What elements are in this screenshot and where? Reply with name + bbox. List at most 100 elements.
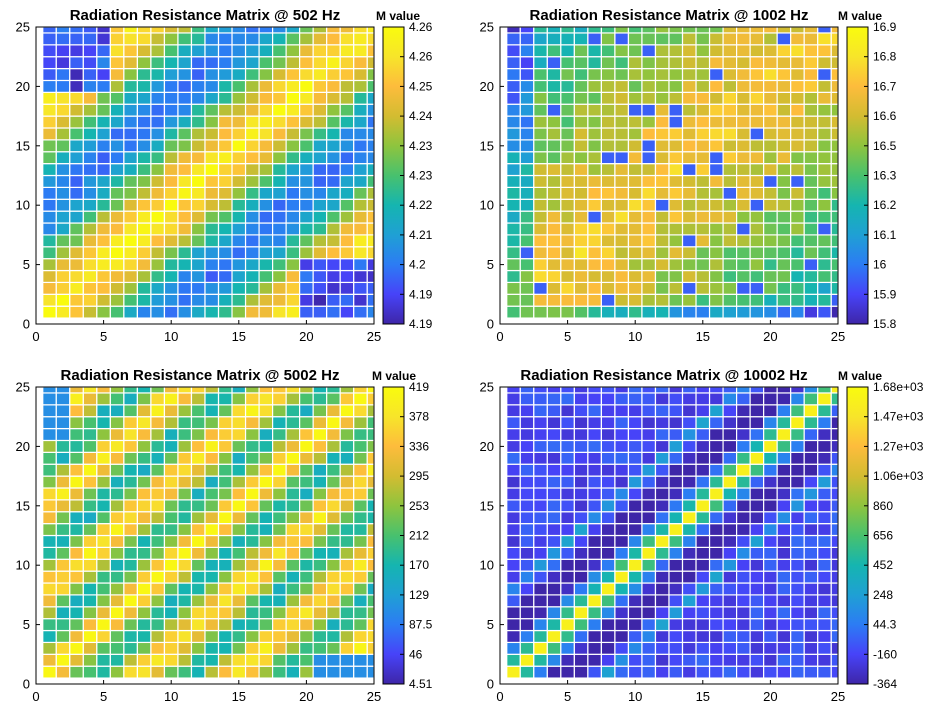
heatmap-cell xyxy=(776,386,792,394)
heatmap-cell xyxy=(817,392,832,406)
heatmap-cell xyxy=(177,305,193,319)
heatmap-cell xyxy=(244,79,260,93)
heatmap-cell xyxy=(42,546,57,560)
heatmap-cell xyxy=(150,56,166,70)
heatmap-cell xyxy=(830,234,839,248)
heatmap-cell xyxy=(735,67,751,82)
heatmap-cell xyxy=(695,246,711,260)
heatmap-cell xyxy=(123,523,138,537)
heatmap-cell xyxy=(163,174,179,188)
heatmap-cell xyxy=(109,570,125,584)
heatmap-cell xyxy=(830,281,839,295)
heatmap-cell xyxy=(803,653,819,667)
heatmap-cell xyxy=(326,499,341,513)
heatmap-cell xyxy=(150,222,166,236)
heatmap-cell xyxy=(231,32,247,46)
heatmap-cell xyxy=(204,174,220,188)
heatmap-cell xyxy=(560,386,575,394)
heatmap-cell xyxy=(803,534,819,548)
heatmap-cell xyxy=(55,246,71,260)
heatmap-cell xyxy=(177,416,193,430)
heatmap-cell xyxy=(69,222,84,236)
heatmap-cell xyxy=(627,404,643,418)
heatmap-cell xyxy=(231,246,247,260)
heatmap-cell xyxy=(150,163,166,177)
heatmap-cell xyxy=(285,558,301,572)
heatmap-cell xyxy=(817,281,832,295)
heatmap-cell xyxy=(830,523,839,537)
heatmap-cell xyxy=(506,386,521,394)
heatmap-cell xyxy=(190,404,206,418)
heatmap-cell xyxy=(136,198,152,212)
heatmap-cell xyxy=(366,665,375,679)
heatmap-cell xyxy=(817,427,832,442)
heatmap-cell xyxy=(96,32,111,46)
heatmap-cell xyxy=(776,463,792,477)
heatmap-cell xyxy=(817,79,832,93)
heatmap-cell xyxy=(817,653,832,667)
heatmap-cell xyxy=(735,163,751,177)
heatmap-cell xyxy=(285,281,301,295)
heatmap-cell xyxy=(339,416,355,430)
heatmap-cell xyxy=(190,511,206,525)
heatmap-cell xyxy=(668,594,684,608)
heatmap-cell xyxy=(708,427,724,442)
heatmap-cell xyxy=(749,629,765,644)
heatmap-cell xyxy=(790,32,805,46)
heatmap-cell xyxy=(109,139,125,153)
heatmap-cell xyxy=(69,618,84,632)
y-tick-label: 5 xyxy=(487,617,494,632)
heatmap-cell xyxy=(42,439,57,453)
heatmap-cell xyxy=(244,665,260,679)
heatmap-cell xyxy=(654,44,670,58)
heatmap-cell xyxy=(776,258,792,272)
heatmap-cell xyxy=(749,151,765,165)
heatmap-cell xyxy=(803,451,819,465)
heatmap-cell xyxy=(817,67,832,82)
heatmap-cell xyxy=(763,163,778,177)
heatmap-cell xyxy=(708,174,724,188)
heatmap-cell xyxy=(817,386,832,394)
heatmap-cell xyxy=(96,392,111,406)
heatmap-cell xyxy=(69,629,84,644)
heatmap-cell xyxy=(136,487,152,501)
heatmap-cell xyxy=(627,570,643,584)
heatmap-cell xyxy=(533,198,548,212)
heatmap-cell xyxy=(763,416,778,430)
heatmap-cell xyxy=(614,26,630,34)
heatmap-cell xyxy=(339,139,355,153)
heatmap-cell xyxy=(708,392,724,406)
heatmap-cell xyxy=(69,139,84,153)
heatmap-cell xyxy=(312,67,328,82)
heatmap-cell xyxy=(190,163,206,177)
heatmap-cell xyxy=(285,198,301,212)
heatmap-cell xyxy=(285,79,301,93)
heatmap-cell xyxy=(560,293,575,307)
heatmap-cell xyxy=(830,499,839,513)
heatmap-cell xyxy=(55,222,71,236)
heatmap-cell xyxy=(587,186,603,200)
heatmap-cell xyxy=(177,234,193,248)
heatmap-cell xyxy=(681,558,697,572)
heatmap-cell xyxy=(204,546,220,560)
heatmap-cell xyxy=(519,416,535,430)
heatmap-cell xyxy=(299,269,314,284)
heatmap-cell xyxy=(366,534,375,548)
heatmap-cell xyxy=(817,629,832,644)
heatmap-cell xyxy=(627,32,643,46)
heatmap-cell xyxy=(695,534,711,548)
heatmap-cell xyxy=(614,67,630,82)
heatmap-cell xyxy=(163,641,179,655)
heatmap-cell xyxy=(776,475,792,489)
heatmap-cell xyxy=(272,258,287,272)
heatmap-cell xyxy=(749,404,765,418)
heatmap-cell xyxy=(695,26,711,34)
heatmap-cell xyxy=(735,511,751,525)
heatmap-cell xyxy=(641,163,657,177)
heatmap-cell xyxy=(587,499,603,513)
heatmap-cell xyxy=(366,234,375,248)
heatmap-cell xyxy=(587,26,603,34)
heatmap-cell xyxy=(803,44,819,58)
heatmap-cell xyxy=(519,641,535,655)
heatmap-cell xyxy=(55,281,71,295)
